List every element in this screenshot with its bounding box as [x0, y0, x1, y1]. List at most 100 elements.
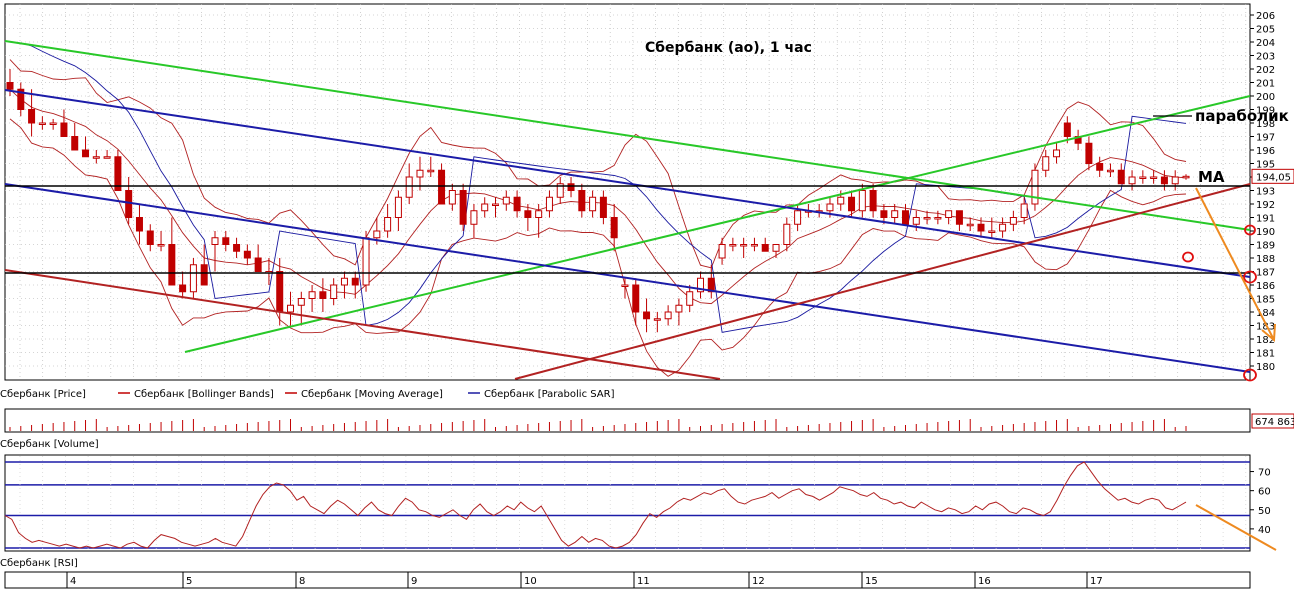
price-ytick-label: 184: [1256, 308, 1275, 319]
legend-label: Сбербанк [Parabolic SAR]: [484, 389, 615, 400]
candle-body: [535, 210, 543, 218]
candle-body: [912, 217, 920, 225]
candle-body: [308, 291, 316, 299]
candle-body: [599, 196, 607, 218]
candle-body: [589, 196, 597, 212]
rsi-ytick-label: 70: [1258, 468, 1271, 479]
candle-body: [157, 244, 165, 247]
candle-body: [319, 291, 327, 299]
candle-body: [740, 244, 748, 247]
volume-value-label: 674 863: [1255, 417, 1294, 428]
candle-body: [610, 217, 618, 239]
price-ytick-label: 202: [1256, 65, 1275, 76]
candle-body: [146, 230, 154, 245]
green-trend-line-rising: [184, 95, 1251, 353]
price-ytick-label: 195: [1256, 160, 1275, 171]
forecast-arrow-line: [1195, 187, 1275, 341]
candle-body: [297, 298, 305, 306]
x-axis-label: 17: [1090, 576, 1103, 587]
candle-body: [945, 210, 953, 218]
price-ytick-label: 182: [1256, 335, 1275, 346]
candle-body: [966, 223, 974, 227]
price-ytick-label: 196: [1256, 146, 1275, 157]
candle-body: [168, 244, 176, 286]
volume-panel-frame: [4, 408, 1251, 433]
candle-body: [934, 217, 942, 220]
x-axis-label: 5: [186, 576, 192, 587]
candle-body: [427, 169, 435, 173]
rsi-ytick-label: 50: [1258, 506, 1271, 517]
candle-body: [481, 203, 489, 212]
annotation-ma: MA: [1198, 168, 1225, 186]
price-ytick-label: 204: [1256, 38, 1275, 49]
candle-body: [222, 237, 230, 245]
price-ytick-label: 199: [1256, 106, 1275, 117]
moving-average-line: [9, 88, 1187, 305]
candle-body: [330, 284, 338, 299]
green-trend-line-upper: [4, 40, 1251, 231]
candle-body: [17, 88, 25, 110]
candle-body: [1053, 149, 1061, 158]
last-price-box: [1251, 168, 1294, 184]
candle-body: [189, 264, 197, 293]
x-axis-label: 11: [637, 576, 650, 587]
candle-body: [340, 277, 348, 286]
candle-body: [718, 244, 726, 259]
candle-body: [276, 271, 284, 313]
candle-body: [826, 203, 834, 212]
candle-body: [880, 210, 888, 218]
candle-body: [394, 196, 402, 218]
candle-body: [675, 304, 683, 313]
legend-label: Сбербанк [Price]: [0, 389, 86, 400]
price-ytick-label: 191: [1256, 214, 1275, 225]
candle-body: [761, 244, 769, 252]
candle-body: [891, 210, 899, 218]
candle-body: [794, 210, 802, 225]
candle-body: [373, 230, 381, 239]
candle-body: [243, 250, 251, 259]
price-ytick-label: 185: [1256, 295, 1275, 306]
candle-body: [643, 311, 651, 320]
candle-body: [664, 311, 672, 320]
bollinger-upper-line: [9, 59, 1187, 269]
candle-body: [858, 190, 866, 212]
candle-body: [686, 291, 694, 306]
candle-body: [114, 156, 122, 191]
candle-body: [103, 156, 111, 159]
last-price-label: 194,05: [1256, 172, 1291, 183]
candle-body: [502, 196, 510, 205]
red-trend-line-falling: [4, 269, 721, 380]
candle-body: [1020, 203, 1028, 218]
candle-body: [200, 264, 208, 286]
x-axis-label: 8: [299, 576, 305, 587]
x-axis-label: 15: [865, 576, 878, 587]
candle-body: [405, 176, 413, 198]
price-ytick-label: 192: [1256, 200, 1275, 211]
price-ytick-label: 206: [1256, 11, 1275, 22]
candle-body: [179, 284, 187, 293]
annotation-parabolic: параболик: [1195, 107, 1289, 125]
candle-body: [459, 190, 467, 225]
candle-body: [653, 318, 661, 321]
price-ytick-label: 203: [1256, 52, 1275, 63]
red-trend-line-rising: [514, 183, 1251, 380]
rsi-ytick-label: 40: [1258, 525, 1271, 536]
x-axis-strip: [4, 571, 1251, 589]
candle-body: [524, 210, 532, 218]
candle-body: [1085, 142, 1093, 164]
candle-body: [1128, 176, 1136, 185]
forecast-arrow-head: [1261, 323, 1276, 343]
blue-channel-line-upper: [4, 89, 1251, 278]
candle-body: [707, 277, 715, 293]
candle-body: [848, 196, 856, 212]
candle-body: [1096, 163, 1104, 171]
price-panel-frame: [4, 3, 1251, 381]
candle-body: [287, 304, 295, 313]
candle-body: [513, 196, 521, 212]
circle-marker: [1243, 368, 1257, 382]
price-ytick-label: 180: [1256, 362, 1275, 373]
candle-body: [988, 230, 996, 233]
circle-marker: [1244, 224, 1256, 236]
candle-body: [71, 136, 79, 151]
x-axis-label: 12: [752, 576, 765, 587]
